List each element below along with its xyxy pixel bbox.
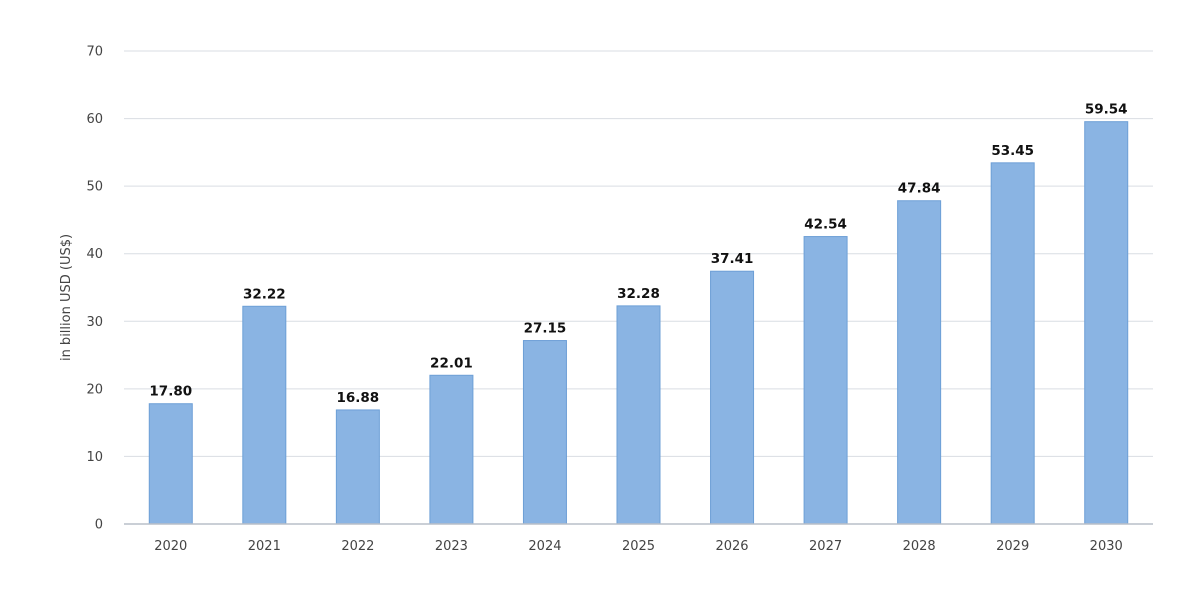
x-tick-label: 2026 [715,539,748,554]
bar-2023 [429,374,474,525]
x-tick-label: 2028 [903,539,936,554]
data-label: 47.84 [898,181,941,197]
bar-2030 [1084,121,1129,525]
y-tick-label: 70 [86,45,103,60]
x-tick-label: 2030 [1090,539,1123,554]
bar-layer [148,121,1129,525]
bar-2024 [522,340,567,525]
x-tick-label: 2022 [341,539,374,554]
label-layer: 01020304050607017.80202032.22202116.8820… [86,45,1127,555]
y-tick-label: 30 [86,315,103,330]
bar-2020 [148,403,193,525]
data-label: 32.22 [243,286,286,302]
y-tick-label: 0 [95,518,103,533]
bar-2029 [990,162,1035,525]
data-label: 16.88 [337,390,380,406]
x-tick-label: 2027 [809,539,842,554]
data-label: 27.15 [524,321,567,337]
x-tick-label: 2023 [435,539,468,554]
bar-2021 [242,305,287,525]
x-tick-label: 2029 [996,539,1029,554]
data-label: 32.28 [617,286,660,302]
y-axis-title: in billion USD (US$) [59,234,74,361]
data-label: 59.54 [1085,102,1128,118]
bar-2028 [897,200,942,525]
x-tick-label: 2020 [154,539,187,554]
y-tick-label: 40 [86,247,103,262]
bar-2025 [616,305,661,525]
data-label: 42.54 [804,217,847,233]
data-label: 22.01 [430,355,473,371]
x-tick-label: 2025 [622,539,655,554]
y-tick-label: 60 [86,112,103,127]
x-tick-label: 2024 [528,539,561,554]
data-label: 17.80 [149,384,192,400]
bar-2026 [710,270,755,525]
bar-2027 [803,236,848,525]
bar-2022 [335,409,380,525]
x-tick-label: 2021 [248,539,281,554]
y-tick-label: 20 [86,382,103,397]
data-label: 37.41 [711,251,754,267]
y-tick-label: 10 [86,450,103,465]
data-label: 53.45 [991,143,1034,159]
y-tick-label: 50 [86,180,103,195]
